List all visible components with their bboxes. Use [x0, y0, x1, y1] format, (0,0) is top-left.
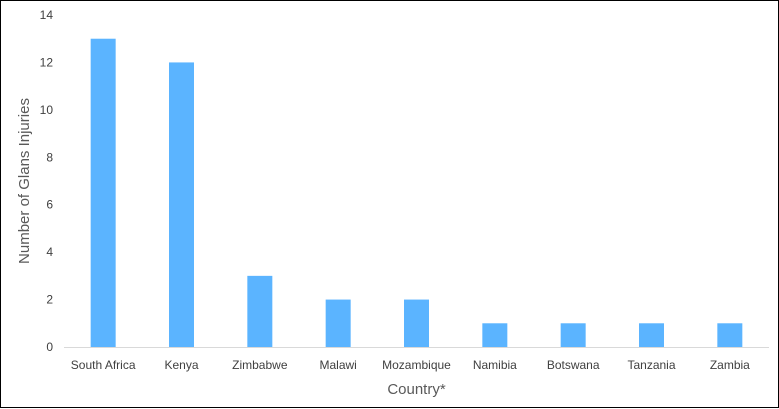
bar [404, 299, 429, 347]
y-axis-ticks: 0 2 4 6 8 10 12 14 [40, 8, 54, 354]
y-tick-label: 2 [46, 293, 53, 307]
bar [247, 275, 273, 347]
x-tick-label: Namibia [473, 358, 517, 372]
x-tick-label: South Africa [71, 358, 136, 372]
y-tick-label: 0 [46, 340, 53, 354]
bar [639, 323, 664, 347]
x-axis-ticks: South Africa Kenya Zimbabwe Malawi Mozambiqu… [71, 358, 750, 372]
bar [90, 38, 116, 347]
y-axis-title: Number of Glans Injuries [16, 98, 33, 264]
y-tick-label: 4 [46, 245, 53, 259]
bar [325, 299, 351, 347]
y-tick-label: 14 [40, 8, 54, 22]
y-tick-label: 6 [46, 198, 53, 212]
bar [482, 323, 508, 347]
bar [717, 323, 743, 347]
x-tick-label: Malawi [319, 358, 356, 372]
bar [560, 323, 586, 347]
x-tick-label: Botswana [547, 358, 600, 372]
y-tick-label: 12 [40, 55, 54, 69]
x-tick-label: Mozambique [382, 358, 451, 372]
bar [169, 62, 194, 348]
y-tick-label: 10 [40, 103, 54, 117]
y-tick-label: 8 [46, 150, 53, 164]
bars [90, 38, 743, 348]
x-tick-label: Tanzania [627, 358, 675, 372]
x-tick-label: Kenya [164, 358, 198, 372]
x-axis-title: Country* [387, 381, 446, 398]
x-tick-label: Zambia [710, 358, 750, 372]
x-tick-label: Zimbabwe [232, 358, 288, 372]
